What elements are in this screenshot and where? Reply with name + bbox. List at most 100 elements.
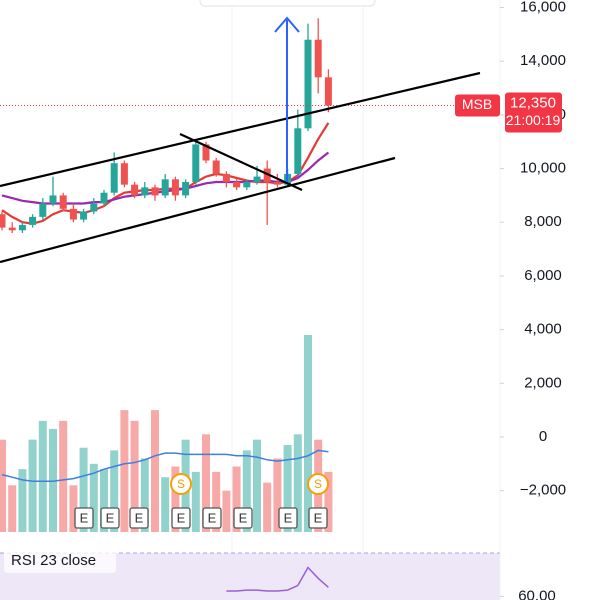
volume-bar [242, 450, 251, 532]
y-tick-label: 2,000 [524, 374, 562, 391]
volume-bar [120, 410, 129, 532]
symbol-label: MSB [462, 96, 492, 112]
candle-body [222, 173, 230, 182]
plot [0, 18, 500, 592]
earnings-label: E [106, 510, 115, 525]
candle-body [90, 203, 98, 212]
earnings-label: E [177, 510, 186, 525]
candle-body [69, 208, 77, 220]
volume-bar [253, 439, 261, 532]
candle-body [202, 144, 210, 161]
arrow-head [274, 16, 300, 33]
candle-body [314, 39, 322, 78]
volume-bar [140, 458, 149, 532]
volume-bar [212, 471, 221, 532]
candle-body [151, 187, 159, 196]
earnings-badge [233, 507, 253, 529]
volume-ma-line [1, 449, 329, 483]
candle-body [212, 160, 220, 174]
volume-bar [28, 439, 37, 532]
volume-bar [273, 458, 282, 532]
candle-body [100, 192, 108, 204]
volume-bar [8, 485, 17, 532]
price-tag-value: 12,350 [510, 94, 556, 111]
earnings-badge [278, 507, 298, 529]
volume-bar [232, 466, 241, 532]
trend-line [179, 133, 303, 191]
volume-bar [202, 434, 210, 532]
dividend-label: S [177, 477, 185, 491]
candle-body [324, 77, 332, 106]
volume-bar [151, 410, 159, 532]
volume-bar [191, 471, 200, 532]
candle-body [253, 176, 261, 182]
volume-bar [161, 477, 170, 532]
earnings-label: E [135, 510, 144, 525]
volume-bar [110, 450, 119, 532]
volume-bar [283, 445, 292, 532]
volume-bar [304, 334, 312, 532]
candle-body [182, 181, 190, 196]
dividend-badge [307, 473, 329, 495]
earnings-badge [171, 507, 191, 529]
trend-line [0, 71, 481, 188]
candle-body [304, 39, 312, 129]
y-tick-label: 6,000 [524, 267, 562, 284]
volume-bar [171, 466, 180, 532]
y-tick-label: 0 [539, 428, 547, 445]
earnings-label: E [239, 510, 248, 525]
price-tag [505, 92, 562, 133]
candle-body [29, 216, 37, 225]
candle-body [8, 227, 16, 231]
earnings-badge [202, 507, 222, 529]
volume-bar [89, 463, 98, 532]
candle-body [120, 163, 128, 185]
candle-body [294, 128, 302, 174]
earnings-label: E [284, 510, 293, 525]
earnings-label: E [208, 510, 217, 525]
volume-bar [263, 482, 272, 532]
candle-body [171, 179, 179, 196]
candle-body [263, 168, 271, 182]
candle-body [243, 181, 251, 188]
rsi-title: RSI 23 close [11, 552, 96, 569]
candle-body [192, 144, 200, 182]
candle-body [131, 184, 139, 196]
y-tick-label: −2,000 [520, 482, 566, 499]
y-tick-label: 16,000 [520, 0, 566, 15]
volume-bar [38, 420, 47, 532]
volume-bar [100, 469, 108, 532]
y-tick-label: 4,000 [524, 321, 562, 338]
earnings-badge [129, 507, 149, 529]
dividend-label: S [314, 477, 322, 491]
volume-bar [59, 420, 68, 532]
candle-body [110, 163, 118, 193]
candle-body [273, 181, 281, 185]
tooltip-edge [199, 0, 376, 7]
volume-bar [130, 420, 139, 532]
volume-bar [222, 490, 231, 532]
candle-body [0, 214, 6, 228]
rsi-label-box [4, 547, 116, 573]
volume-bar [79, 447, 88, 532]
y-tick-label: 10,000 [520, 160, 566, 177]
price-tag-timer: 21:00:19 [506, 112, 561, 128]
y-tick-label: 14,000 [520, 52, 566, 69]
candle-body [80, 211, 88, 220]
candle-body [49, 195, 57, 204]
rsi-tick-label: 60.00 [518, 587, 556, 600]
volume-bar [49, 428, 57, 532]
earnings-badge [308, 507, 328, 529]
trend-line [0, 156, 396, 264]
symbol-tag [455, 94, 500, 117]
candle-body [233, 181, 241, 188]
candle-body [59, 195, 67, 209]
earnings-badge [74, 507, 94, 529]
candle-body [161, 179, 169, 196]
volume-bar [69, 485, 78, 532]
volume-bar [0, 439, 6, 532]
rsi-line [226, 566, 329, 592]
volume-bar [18, 469, 27, 532]
